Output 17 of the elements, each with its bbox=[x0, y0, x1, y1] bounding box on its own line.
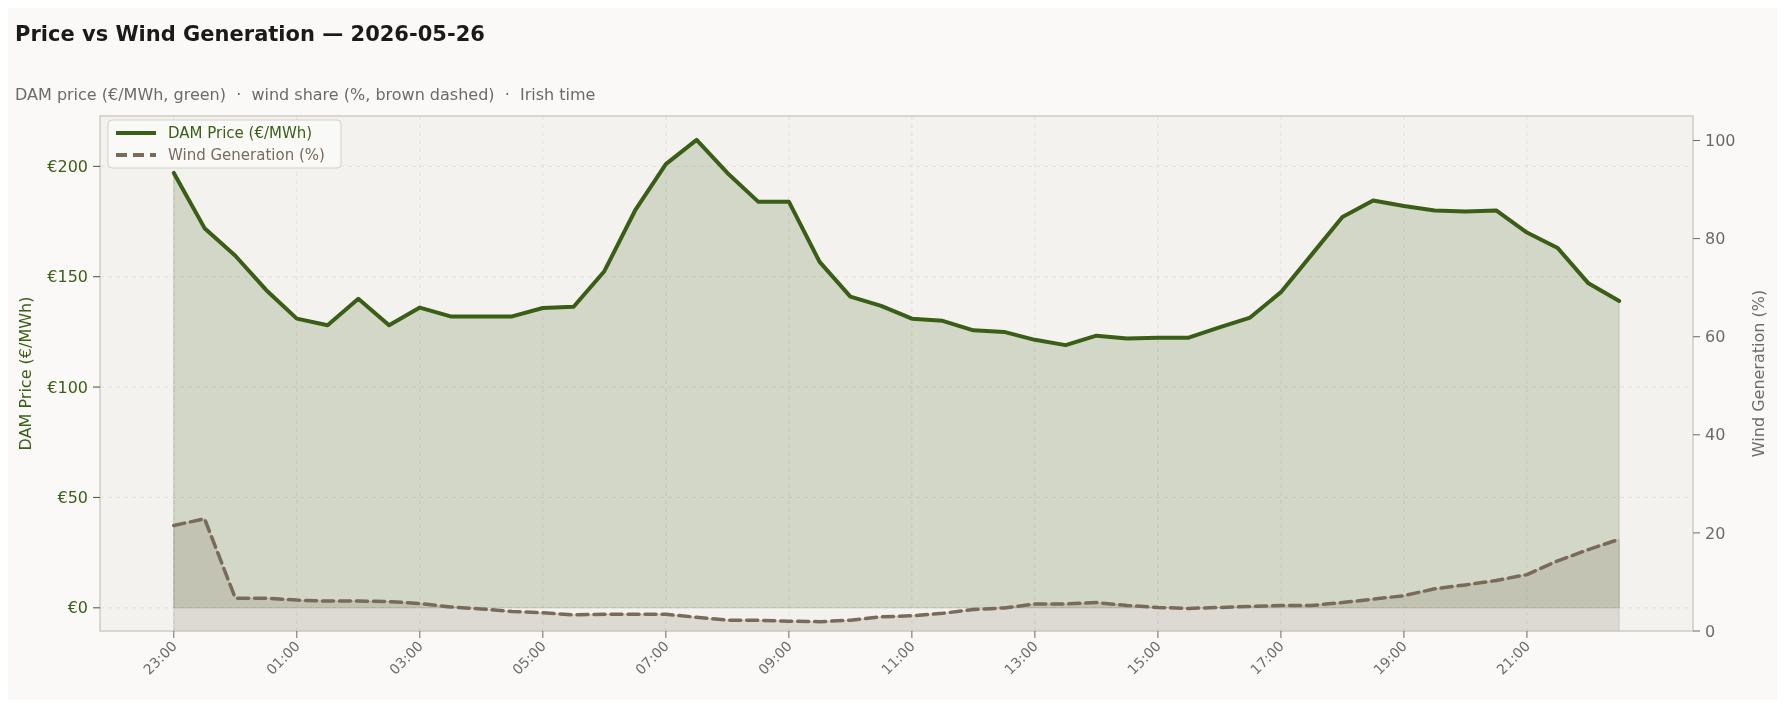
y-axis-title: DAM Price (€/MWh) bbox=[16, 296, 35, 451]
y-tick-label: €100 bbox=[47, 377, 88, 397]
legend-label: DAM Price (€/MWh) bbox=[168, 124, 313, 143]
chart-title: Price vs Wind Generation — 2026-05-26 bbox=[15, 22, 485, 46]
y2-tick-label: 60 bbox=[1705, 327, 1726, 347]
y-tick-label: €200 bbox=[47, 156, 88, 176]
y-tick-label: €0 bbox=[67, 598, 88, 618]
y2-tick-label: 100 bbox=[1705, 131, 1736, 151]
chart-subtitle: DAM price (€/MWh, green) · wind share (%, brown dashed) · Irish time bbox=[15, 85, 596, 104]
y2-tick-label: 80 bbox=[1705, 229, 1726, 249]
y-tick-label: €150 bbox=[47, 267, 88, 287]
y2-tick-label: 20 bbox=[1705, 523, 1726, 543]
y2-tick-label: 0 bbox=[1705, 621, 1716, 641]
y2-axis-title: Wind Generation (%) bbox=[1749, 289, 1768, 458]
y-tick-label: €50 bbox=[57, 488, 88, 508]
y2-tick-label: 40 bbox=[1705, 425, 1726, 445]
legend-label: Wind Generation (%) bbox=[168, 146, 325, 165]
